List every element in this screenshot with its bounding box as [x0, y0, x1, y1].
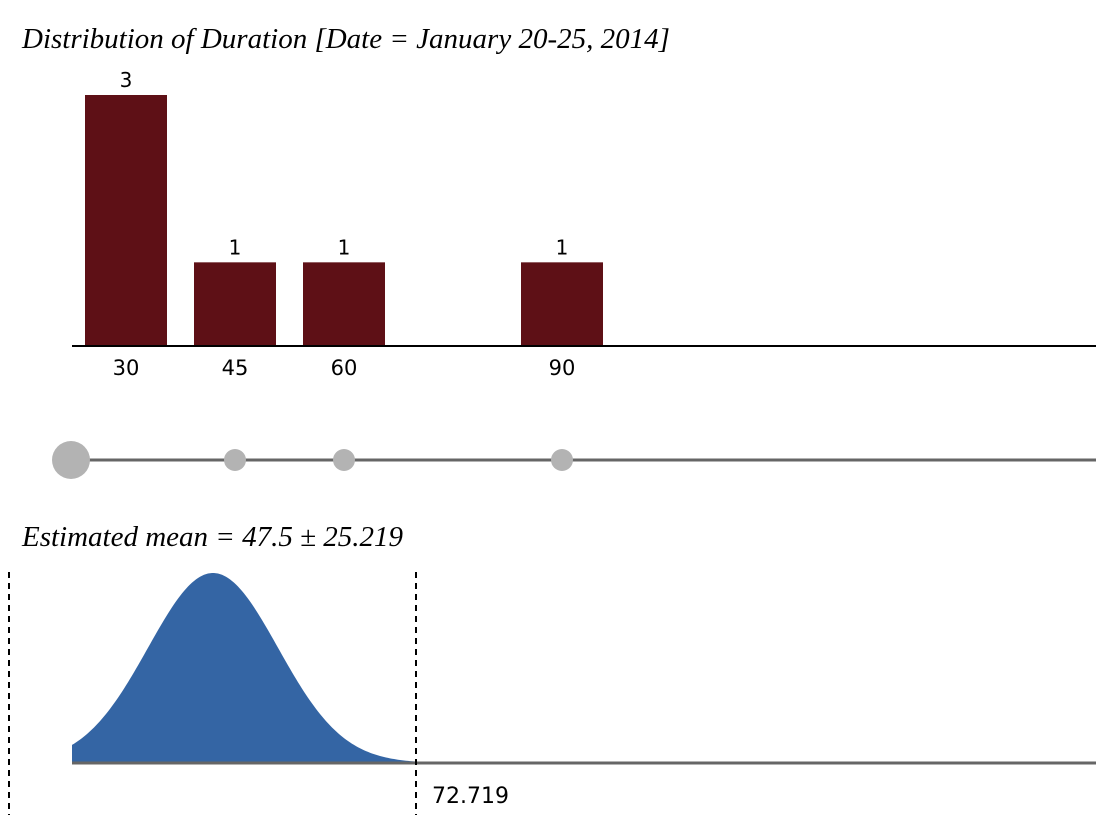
mean-distribution [72, 573, 580, 763]
mean-title: Estimated mean = 47.5 ± 25.219 [21, 521, 404, 553]
upper-bound-label: 72.719 [432, 784, 509, 809]
histogram-title: Distribution of Duration [Date = January… [21, 23, 670, 55]
distribution-area-inside [72, 573, 416, 763]
bar-value-label: 1 [229, 235, 242, 259]
histogram-bar [85, 95, 167, 346]
histogram-tick-label: 45 [222, 356, 249, 380]
histogram-tick-label: 60 [331, 356, 358, 380]
data-dot [224, 449, 246, 471]
histogram-tick-label: 90 [549, 356, 576, 380]
dot-strip [52, 441, 573, 479]
histogram-bars: 3 1 1 1 [85, 68, 603, 346]
data-dot [52, 441, 90, 479]
data-dot [551, 449, 573, 471]
data-dot [333, 449, 355, 471]
bar-value-label: 1 [556, 235, 569, 259]
histogram-bar [194, 262, 276, 346]
histogram-bar [303, 262, 385, 346]
histogram-tick-label: 30 [113, 356, 140, 380]
bar-value-label: 3 [120, 68, 133, 92]
histogram-tick-labels: 30 45 60 90 [113, 356, 576, 380]
histogram-bar [521, 262, 603, 346]
bar-value-label: 1 [338, 235, 351, 259]
